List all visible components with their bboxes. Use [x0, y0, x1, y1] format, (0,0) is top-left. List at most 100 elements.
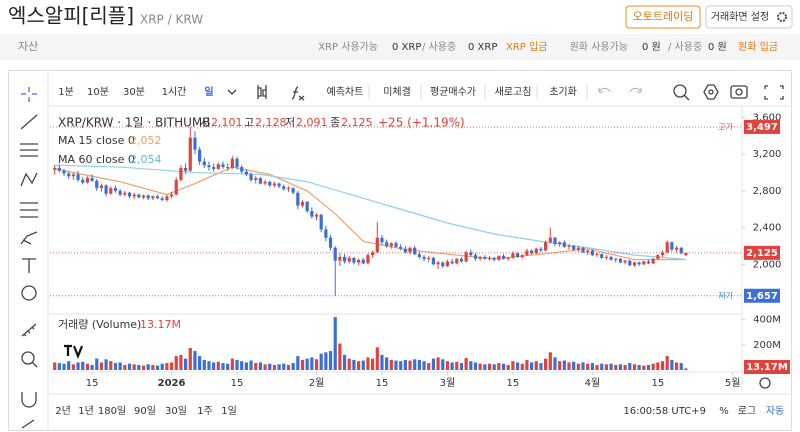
change: +25 (+1.19%) — [378, 116, 465, 130]
candle-body — [310, 211, 314, 217]
range[interactable]: 2년 — [55, 405, 71, 417]
candle-body — [202, 161, 206, 166]
y2-tick-label: 200M — [753, 340, 781, 351]
volume-bar — [165, 363, 169, 370]
x-tick-label: 15 — [376, 378, 389, 389]
volume-bar — [679, 363, 683, 370]
volume-bar — [118, 362, 122, 370]
volume-bar — [544, 358, 548, 370]
auto-trading-button[interactable] — [625, 5, 701, 29]
volume-bar — [614, 364, 618, 370]
candle-body — [198, 149, 202, 162]
volume-bar — [506, 364, 510, 370]
toolbar-action[interactable]: 예측차트 — [327, 86, 364, 98]
candle-body — [604, 256, 609, 258]
candle-body — [455, 258, 459, 264]
candle-body — [637, 262, 641, 265]
toolbar-action[interactable]: 미체결 — [383, 86, 411, 98]
xrp-in-use: 0 XRP — [468, 42, 497, 53]
volume-bar — [520, 363, 524, 370]
candle-body — [445, 261, 450, 267]
toolbar-action[interactable]: 평균매수가 — [430, 86, 476, 98]
volume-bar — [539, 363, 543, 370]
volume-bar — [572, 361, 576, 370]
interval[interactable]: 30분 — [123, 86, 145, 98]
legend-key: 고 — [244, 116, 254, 129]
y2-tick-label: 400M — [753, 315, 781, 326]
volume-bar — [188, 347, 192, 370]
toolbar-action[interactable]: 초기화 — [549, 86, 577, 98]
candle-body — [371, 252, 375, 256]
interval[interactable]: 일 — [204, 85, 213, 98]
volume-bar — [230, 358, 234, 370]
volume-bar — [604, 364, 609, 370]
option[interactable]: % — [719, 406, 729, 417]
volume-bar — [244, 362, 248, 370]
range[interactable]: 30일 — [165, 405, 187, 417]
range[interactable]: 1주 — [197, 406, 213, 417]
range[interactable]: 1년 — [78, 405, 94, 417]
y-tick-label: 2,400 — [753, 223, 782, 234]
interval[interactable]: 1시간 — [162, 86, 187, 98]
legend-key: 저 — [285, 116, 295, 129]
volume-bar — [501, 363, 506, 370]
candle-body — [305, 201, 309, 212]
option[interactable]: 로그 — [738, 406, 756, 417]
price-label: 3,497 — [746, 122, 778, 133]
option[interactable]: 자동 — [766, 405, 784, 417]
chart-type-icons[interactable] — [257, 85, 305, 101]
candle-body — [328, 237, 333, 248]
volume-bar — [319, 353, 323, 370]
candle-body — [459, 258, 464, 262]
undo-redo[interactable] — [598, 87, 642, 93]
candle-body — [614, 258, 618, 260]
toolbar-action[interactable]: 새로고침 — [495, 86, 532, 98]
range[interactable]: 90일 — [134, 405, 156, 417]
candle-body — [506, 257, 510, 259]
volume-bar — [104, 359, 108, 370]
xrp-deposit[interactable]: XRP 입금 — [506, 40, 547, 53]
candle-body — [567, 245, 571, 247]
candle-body — [235, 158, 239, 168]
volume-bar — [511, 361, 515, 370]
ma-name: MA 60 close 0 — [58, 153, 135, 166]
candle-body — [300, 201, 305, 206]
volume-bar — [380, 354, 384, 370]
candle-body — [226, 167, 230, 169]
range[interactable]: 180일 — [98, 405, 126, 417]
candle-body — [155, 196, 160, 199]
volume-bar — [375, 347, 379, 370]
drawing-tools[interactable] — [20, 87, 38, 429]
krw-deposit[interactable]: 원화 입금 — [738, 40, 778, 53]
x-tick-label: 4월 — [585, 377, 601, 389]
axis-settings[interactable] — [759, 377, 771, 389]
settings-button[interactable] — [705, 5, 793, 29]
candle-body — [352, 257, 356, 263]
candle-body — [296, 192, 300, 206]
volume-bar — [515, 362, 520, 370]
candle-body — [188, 137, 192, 171]
candle-body — [183, 167, 188, 171]
tool-icons[interactable] — [673, 84, 784, 101]
candle-body — [141, 195, 146, 198]
candle-body — [342, 256, 347, 262]
candle-body — [240, 167, 244, 172]
interval-dropdown[interactable] — [227, 89, 237, 95]
candle-body — [244, 171, 248, 175]
interval[interactable]: 10분 — [87, 86, 109, 98]
volume-bar — [226, 363, 230, 370]
volume-bar — [534, 361, 538, 370]
range[interactable]: 1일 — [221, 405, 237, 417]
candle-body — [109, 188, 113, 194]
auto-trading-label[interactable]: 오토트레이딩 — [633, 10, 694, 23]
volume-bar — [660, 361, 665, 370]
candle-body — [193, 137, 197, 150]
candle-body — [478, 256, 482, 259]
volume-bar — [590, 363, 594, 370]
settings-label[interactable]: 거래화면 설정 — [711, 11, 769, 23]
volume-bar — [445, 361, 450, 370]
volume-bar — [651, 363, 655, 370]
interval[interactable]: 1분 — [58, 86, 74, 98]
volume-bar — [464, 358, 468, 370]
